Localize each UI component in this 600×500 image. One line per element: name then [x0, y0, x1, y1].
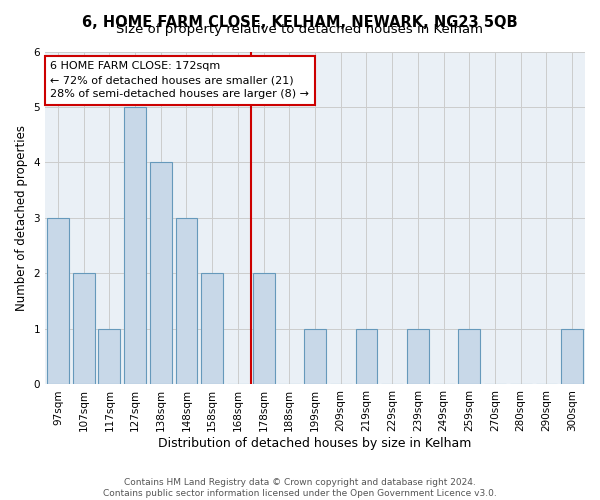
X-axis label: Distribution of detached houses by size in Kelham: Distribution of detached houses by size …: [158, 437, 472, 450]
Bar: [150, 162, 172, 384]
Bar: [407, 329, 429, 384]
Y-axis label: Number of detached properties: Number of detached properties: [15, 125, 28, 311]
Bar: [47, 218, 69, 384]
Text: Size of property relative to detached houses in Kelham: Size of property relative to detached ho…: [116, 22, 484, 36]
Text: Contains HM Land Registry data © Crown copyright and database right 2024.
Contai: Contains HM Land Registry data © Crown c…: [103, 478, 497, 498]
Bar: [561, 329, 583, 384]
Bar: [73, 274, 95, 384]
Bar: [356, 329, 377, 384]
Bar: [304, 329, 326, 384]
Text: 6, HOME FARM CLOSE, KELHAM, NEWARK, NG23 5QB: 6, HOME FARM CLOSE, KELHAM, NEWARK, NG23…: [82, 15, 518, 30]
Bar: [201, 274, 223, 384]
Bar: [458, 329, 480, 384]
Bar: [124, 107, 146, 384]
Bar: [176, 218, 197, 384]
Bar: [98, 329, 120, 384]
Text: 6 HOME FARM CLOSE: 172sqm
← 72% of detached houses are smaller (21)
28% of semi-: 6 HOME FARM CLOSE: 172sqm ← 72% of detac…: [50, 62, 310, 100]
Bar: [253, 274, 275, 384]
